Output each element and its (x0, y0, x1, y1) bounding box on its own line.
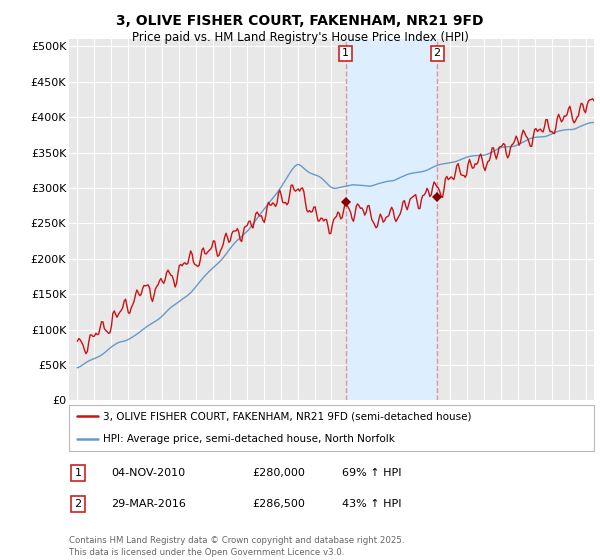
Text: 43% ↑ HPI: 43% ↑ HPI (342, 499, 401, 509)
Text: 3, OLIVE FISHER COURT, FAKENHAM, NR21 9FD (semi-detached house): 3, OLIVE FISHER COURT, FAKENHAM, NR21 9F… (103, 412, 472, 421)
Text: 2: 2 (74, 499, 82, 509)
Text: HPI: Average price, semi-detached house, North Norfolk: HPI: Average price, semi-detached house,… (103, 435, 395, 444)
Text: £280,000: £280,000 (252, 468, 305, 478)
Text: £286,500: £286,500 (252, 499, 305, 509)
Text: 69% ↑ HPI: 69% ↑ HPI (342, 468, 401, 478)
Text: 04-NOV-2010: 04-NOV-2010 (111, 468, 185, 478)
Text: 29-MAR-2016: 29-MAR-2016 (111, 499, 186, 509)
Text: 2: 2 (434, 48, 441, 58)
Text: 1: 1 (342, 48, 349, 58)
Text: 3, OLIVE FISHER COURT, FAKENHAM, NR21 9FD: 3, OLIVE FISHER COURT, FAKENHAM, NR21 9F… (116, 14, 484, 28)
Text: Contains HM Land Registry data © Crown copyright and database right 2025.
This d: Contains HM Land Registry data © Crown c… (69, 536, 404, 557)
Bar (346, 39, 437, 400)
Text: 1: 1 (74, 468, 82, 478)
Text: Price paid vs. HM Land Registry's House Price Index (HPI): Price paid vs. HM Land Registry's House … (131, 31, 469, 44)
